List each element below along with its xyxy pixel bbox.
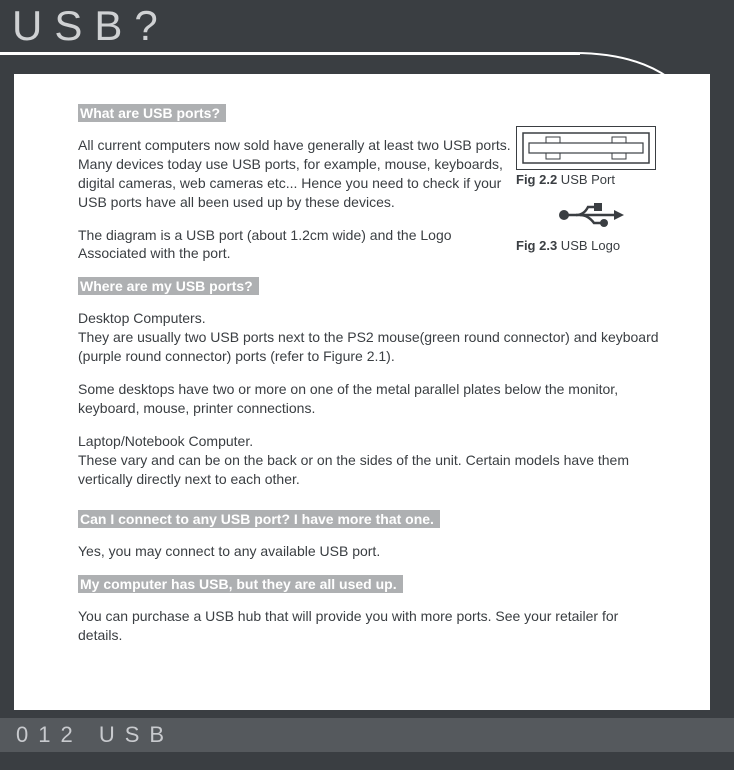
- para-what-2: The diagram is a USB port (about 1.2cm w…: [78, 226, 518, 264]
- heading-where-usb: Where are my USB ports?: [78, 277, 259, 295]
- figures-column: Fig 2.2 USB Port Fig 2.3 USB Logo: [516, 126, 666, 265]
- usb-logo-icon: [556, 199, 626, 231]
- text-desktop-2: Some desktops have two or more on one of…: [78, 380, 660, 418]
- page-header: USB?: [0, 0, 734, 60]
- text-laptop: These vary and can be on the back or on …: [78, 451, 660, 489]
- figure-usb-port: [516, 126, 656, 170]
- para-what-1: All current computers now sold have gene…: [78, 136, 518, 212]
- page-footer: 012 USB: [0, 718, 734, 752]
- para-used-up: You can purchase a USB hub that will pro…: [78, 607, 660, 645]
- page-root: USB? What are USB ports? All current com…: [0, 0, 734, 770]
- text-desktop: They are usually two USB ports next to t…: [78, 328, 660, 366]
- content-area: What are USB ports? All current computer…: [14, 74, 710, 710]
- fig22-rest: USB Port: [557, 172, 615, 187]
- block-laptop: Laptop/Notebook Computer. These vary and…: [78, 432, 660, 489]
- heading-any-port: Can I connect to any USB port? I have mo…: [78, 510, 440, 528]
- header-title: USB?: [0, 0, 734, 52]
- fig22-bold: Fig 2.2: [516, 172, 557, 187]
- sub-laptop: Laptop/Notebook Computer.: [78, 432, 660, 451]
- block-desktop: Desktop Computers. They are usually two …: [78, 309, 660, 366]
- usb-port-icon: [522, 132, 650, 164]
- sub-desktop: Desktop Computers.: [78, 309, 660, 328]
- footer-text: 012 USB: [0, 722, 174, 748]
- header-divider: [0, 52, 580, 55]
- figure-logo-caption: Fig 2.3 USB Logo: [516, 238, 666, 253]
- figure-port-caption: Fig 2.2 USB Port: [516, 172, 666, 187]
- figure-usb-logo: [516, 199, 666, 236]
- para-any-port: Yes, you may connect to any available US…: [78, 542, 660, 561]
- heading-what-are-usb: What are USB ports?: [78, 104, 226, 122]
- section-1-with-figures: What are USB ports? All current computer…: [78, 104, 660, 263]
- fig23-rest: USB Logo: [557, 238, 620, 253]
- heading-used-up: My computer has USB, but they are all us…: [78, 575, 403, 593]
- fig23-bold: Fig 2.3: [516, 238, 557, 253]
